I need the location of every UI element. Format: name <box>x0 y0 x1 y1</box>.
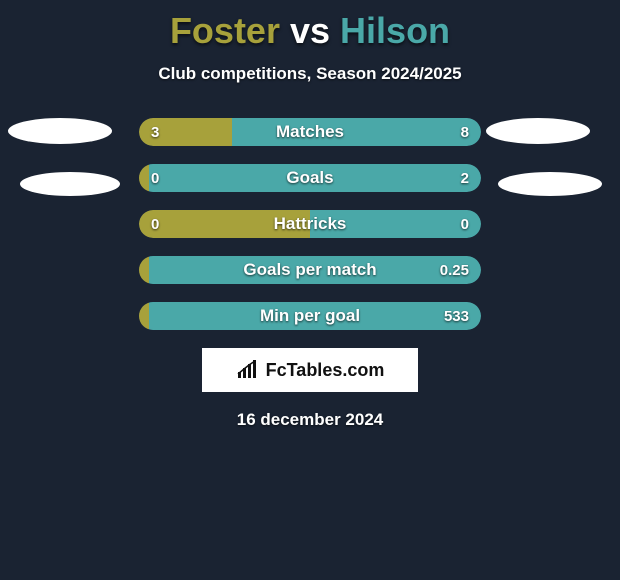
content-area: 3Matches80Goals20Hattricks0Goals per mat… <box>0 118 620 430</box>
bar-row-goals-per-match: Goals per match0.25 <box>139 256 481 284</box>
title-player2: Hilson <box>340 10 450 51</box>
placeholder-ellipse-2 <box>20 172 120 196</box>
subtitle: Club competitions, Season 2024/2025 <box>0 64 620 84</box>
title-player1: Foster <box>170 10 280 51</box>
placeholder-ellipse-1 <box>486 118 590 144</box>
bar-row-matches: 3Matches8 <box>139 118 481 146</box>
comparison-bars: 3Matches80Goals20Hattricks0Goals per mat… <box>139 118 481 330</box>
bar-row-hattricks: 0Hattricks0 <box>139 210 481 238</box>
bar-label: Goals <box>139 164 481 192</box>
bar-right-value: 2 <box>461 164 469 192</box>
bar-row-goals: 0Goals2 <box>139 164 481 192</box>
placeholder-ellipse-0 <box>8 118 112 144</box>
date-text: 16 december 2024 <box>0 410 620 430</box>
bar-right-value: 0 <box>461 210 469 238</box>
placeholder-ellipse-3 <box>498 172 602 196</box>
bar-row-min-per-goal: Min per goal533 <box>139 302 481 330</box>
bar-right-value: 8 <box>461 118 469 146</box>
bar-label: Hattricks <box>139 210 481 238</box>
brand-text: FcTables.com <box>266 360 385 381</box>
brand-box: FcTables.com <box>202 348 418 392</box>
bar-right-value: 533 <box>444 302 469 330</box>
title-vs: vs <box>290 10 330 51</box>
bar-label: Goals per match <box>139 256 481 284</box>
bar-label: Min per goal <box>139 302 481 330</box>
chart-icon <box>236 360 260 380</box>
bar-right-value: 0.25 <box>440 256 469 284</box>
page-title: Foster vs Hilson <box>0 0 620 52</box>
bar-label: Matches <box>139 118 481 146</box>
